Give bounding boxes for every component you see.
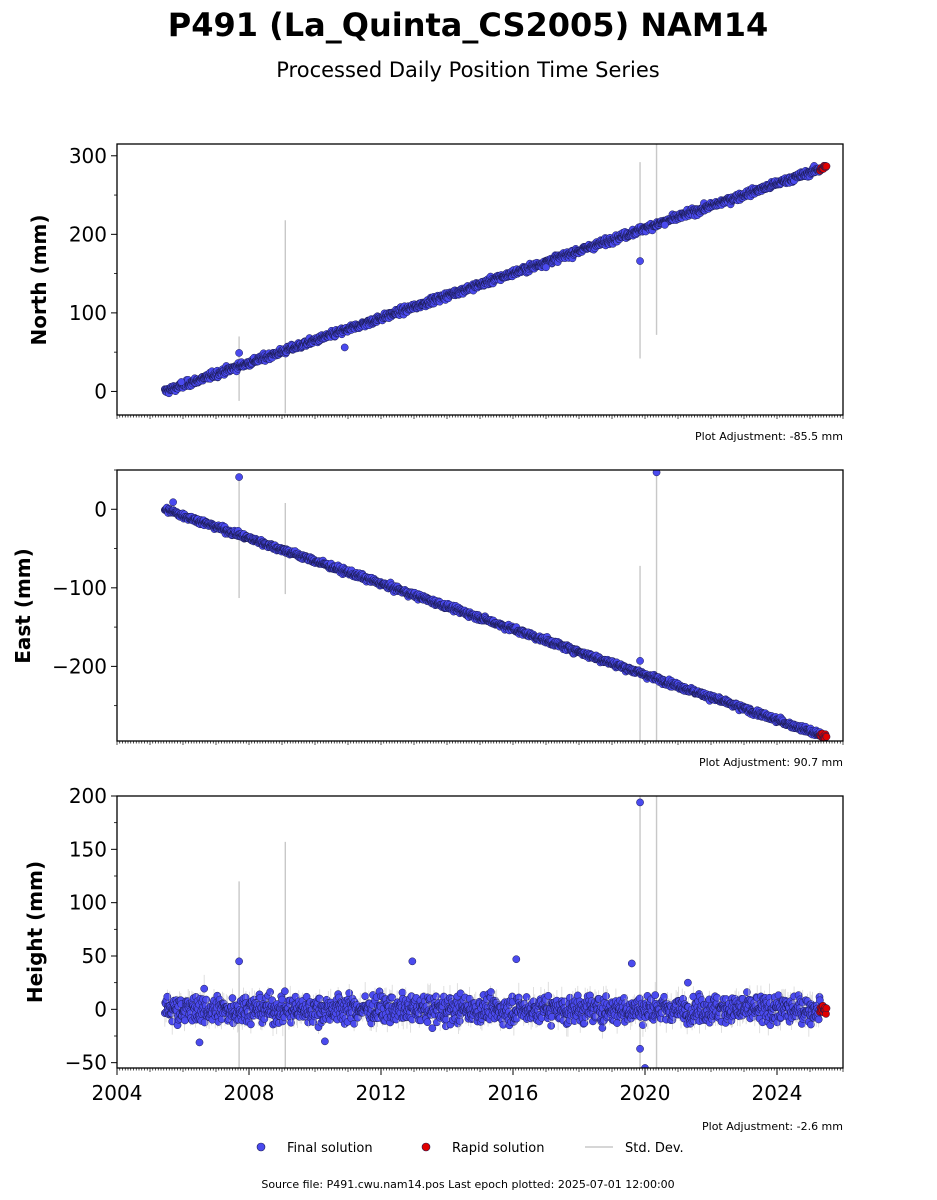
height-final-point xyxy=(202,995,211,1004)
height-final-point xyxy=(266,988,274,996)
height-final-point xyxy=(247,1020,255,1029)
north-ytick-label: 0 xyxy=(94,379,107,403)
north-ytick-label: 100 xyxy=(69,301,107,325)
height-panel: Height (mm) Plot Adjustment: -2.6 mm −50… xyxy=(23,784,844,1133)
north-rapid-point xyxy=(822,162,831,171)
height-final-point xyxy=(228,994,237,1002)
north-final-point xyxy=(177,378,186,386)
east-rapid-point xyxy=(822,732,831,741)
height-final-point xyxy=(428,1024,437,1033)
height-final-point xyxy=(278,995,286,1004)
north-final-point xyxy=(542,263,550,272)
chart-subtitle: Processed Daily Position Time Series xyxy=(276,58,660,82)
height-final-point xyxy=(163,992,172,1001)
height-adjustment: Plot Adjustment: -2.6 mm xyxy=(702,1120,843,1133)
east-ytick-label: −100 xyxy=(52,576,107,600)
east-final-point xyxy=(235,473,243,481)
north-final-point xyxy=(636,257,644,265)
height-ylabel: Height (mm) xyxy=(23,861,47,1003)
north-final-point xyxy=(660,221,669,229)
height-plot-area xyxy=(161,796,831,1068)
east-final-point xyxy=(636,657,644,665)
east-adjustment: Plot Adjustment: 90.7 mm xyxy=(699,756,843,769)
north-final-point xyxy=(340,343,349,352)
height-final-point xyxy=(487,988,495,996)
height-final-point xyxy=(423,1018,432,1027)
east-ylabel: East (mm) xyxy=(11,548,35,664)
north-panel: North (mm) Plot Adjustment: -85.5 mm 0 10… xyxy=(27,143,844,443)
chart-title: P491 (La_Quinta_CS2005) NAM14 xyxy=(168,6,769,44)
east-plot-area xyxy=(161,470,831,741)
height-final-point xyxy=(432,992,440,1001)
height-final-point xyxy=(361,992,370,1001)
north-ytick-label: 300 xyxy=(69,144,107,168)
east-ytick-label: 0 xyxy=(94,497,107,521)
north-ytick-label: 200 xyxy=(69,222,107,246)
height-final-point xyxy=(281,987,289,996)
east-final-point xyxy=(169,498,177,507)
east-final-point xyxy=(652,470,661,477)
north-ylabel: North (mm) xyxy=(27,214,51,345)
north-plot-area xyxy=(161,144,831,414)
north-adjustment: Plot Adjustment: -85.5 mm xyxy=(695,430,843,443)
height-final-point xyxy=(200,984,209,993)
height-final-point xyxy=(522,993,531,1001)
east-panel: East (mm) Plot Adjustment: 90.7 mm 0 −100… xyxy=(11,469,844,769)
north-final-point xyxy=(235,349,243,357)
east-ytick-label: −200 xyxy=(52,654,107,678)
